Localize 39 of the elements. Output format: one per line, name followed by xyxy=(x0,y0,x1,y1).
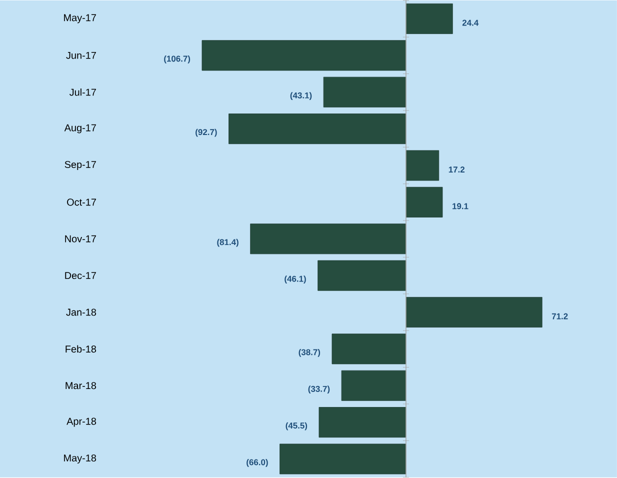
bar xyxy=(406,150,440,181)
bar xyxy=(202,40,406,71)
data-label: (33.7) xyxy=(308,386,330,394)
data-label: (106.7) xyxy=(164,56,190,64)
y-tick-label: Feb-18 xyxy=(66,345,96,353)
bar xyxy=(323,77,406,108)
bar xyxy=(332,334,406,364)
data-label: (38.7) xyxy=(298,349,320,358)
data-label: (66.0) xyxy=(246,459,268,468)
data-label: 17.2 xyxy=(448,166,465,173)
y-tick-label: Aug-17 xyxy=(64,124,96,134)
y-tick-label: May-18 xyxy=(64,454,96,464)
bar xyxy=(280,444,406,474)
y-tick-label: Jul-17 xyxy=(69,88,96,96)
data-label: 19.1 xyxy=(452,203,468,210)
bar xyxy=(406,297,542,328)
y-tick-label: Dec-17 xyxy=(65,272,96,280)
y-tick-label: Nov-17 xyxy=(65,236,96,242)
bar xyxy=(228,114,406,144)
bar xyxy=(341,370,406,401)
y-tick-label: May-17 xyxy=(64,14,96,24)
data-label: (92.7) xyxy=(196,128,217,137)
bar xyxy=(318,260,406,291)
y-tick-label: Sep-17 xyxy=(64,161,96,170)
data-label: 71.2 xyxy=(552,313,568,320)
y-tick-label: Apr-18 xyxy=(66,418,96,427)
y-tick-label: Mar-18 xyxy=(66,382,96,390)
bar xyxy=(250,224,406,254)
data-label: (46.1) xyxy=(284,276,306,284)
bar xyxy=(406,187,443,218)
data-label: 24.4 xyxy=(462,20,479,26)
data-label: (81.4) xyxy=(217,239,238,247)
y-tick-label: Jan-18 xyxy=(66,308,96,316)
y-tick-label: Oct-17 xyxy=(67,198,96,206)
data-label: (43.1) xyxy=(290,92,312,100)
y-tick-label: Jun-17 xyxy=(66,52,96,60)
bar xyxy=(318,407,406,438)
data-label: (45.5) xyxy=(286,422,308,430)
bar xyxy=(406,4,453,34)
